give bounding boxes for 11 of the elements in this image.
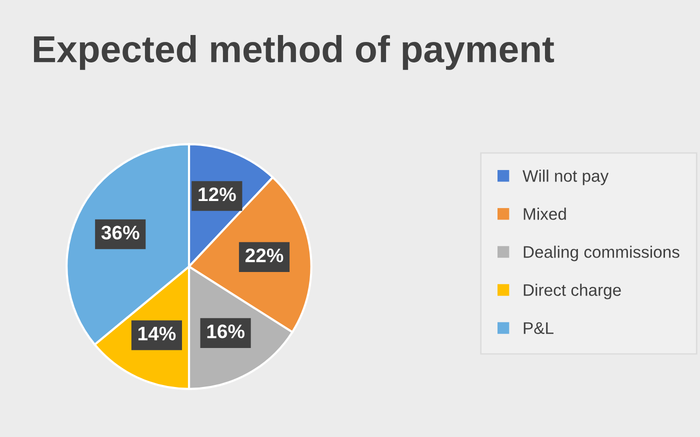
legend-label: P&L <box>524 322 554 334</box>
legend-label: Dealing commissions <box>524 246 680 262</box>
legend-label: Will not pay <box>522 170 609 186</box>
data-label: 12% <box>198 187 236 202</box>
data-label: 14% <box>138 326 176 340</box>
legend-label: Direct charge <box>524 284 621 300</box>
legend-label: Mixed <box>524 208 566 220</box>
chart-title: Expected method of payment <box>34 34 554 70</box>
data-label: 22% <box>245 248 284 262</box>
data-label: 16% <box>207 324 244 338</box>
data-label: 36% <box>101 226 140 240</box>
